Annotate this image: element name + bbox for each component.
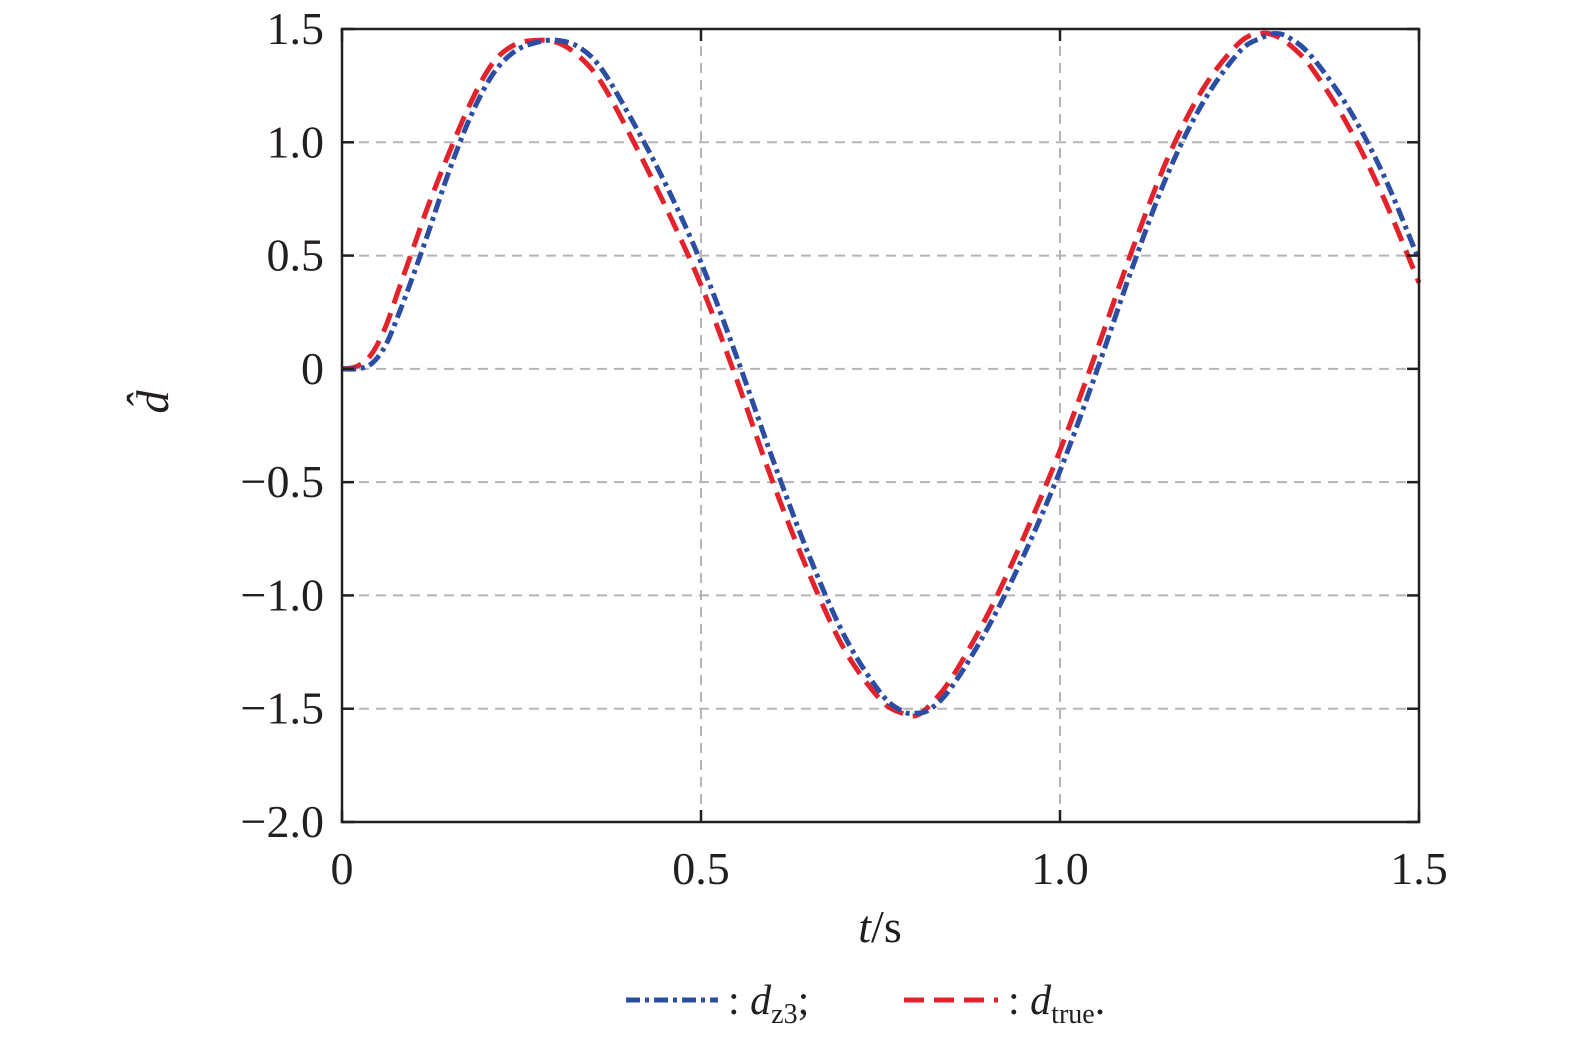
ticks: 1.51.00.50−0.5−1.0−1.5−2.00 0.5 1.0 1.5 <box>241 3 1448 894</box>
y-axis-label: d̂ <box>127 390 178 414</box>
series-line-d-z3 <box>341 31 1422 717</box>
legend-label-d-z3: : dz3; <box>728 978 809 1030</box>
y-tick-label: 1.0 <box>267 116 325 167</box>
x-axis-var: t <box>858 901 872 952</box>
y-tick-label: −1.0 <box>241 569 324 620</box>
y-tick-label: −1.5 <box>241 683 324 734</box>
legend: : dz3; : dtrue. <box>626 978 1105 1030</box>
y-tick-label: 1.5 <box>267 3 325 54</box>
y-tick-label: −2.0 <box>241 796 324 847</box>
x-tick-label: 1.0 <box>1031 843 1089 894</box>
x-axis-label: t/s <box>858 901 901 952</box>
x-axis-unit: /s <box>871 901 902 952</box>
y-tick-label: −0.5 <box>241 456 324 507</box>
y-tick-label: 0.5 <box>267 230 325 281</box>
series-line-d-true <box>341 30 1422 719</box>
grid <box>342 29 1419 822</box>
y-axis-symbol: d̂ <box>127 390 178 414</box>
series-layer <box>341 30 1422 719</box>
x-tick-label: 1.5 <box>1390 843 1448 894</box>
plot-frame <box>340 27 1421 824</box>
x-tick-label: 0.5 <box>672 843 730 894</box>
y-tick-label: 0 <box>301 343 324 394</box>
x-tick-label: 0 <box>331 843 354 894</box>
legend-label-d-true: : dtrue. <box>1008 978 1105 1030</box>
